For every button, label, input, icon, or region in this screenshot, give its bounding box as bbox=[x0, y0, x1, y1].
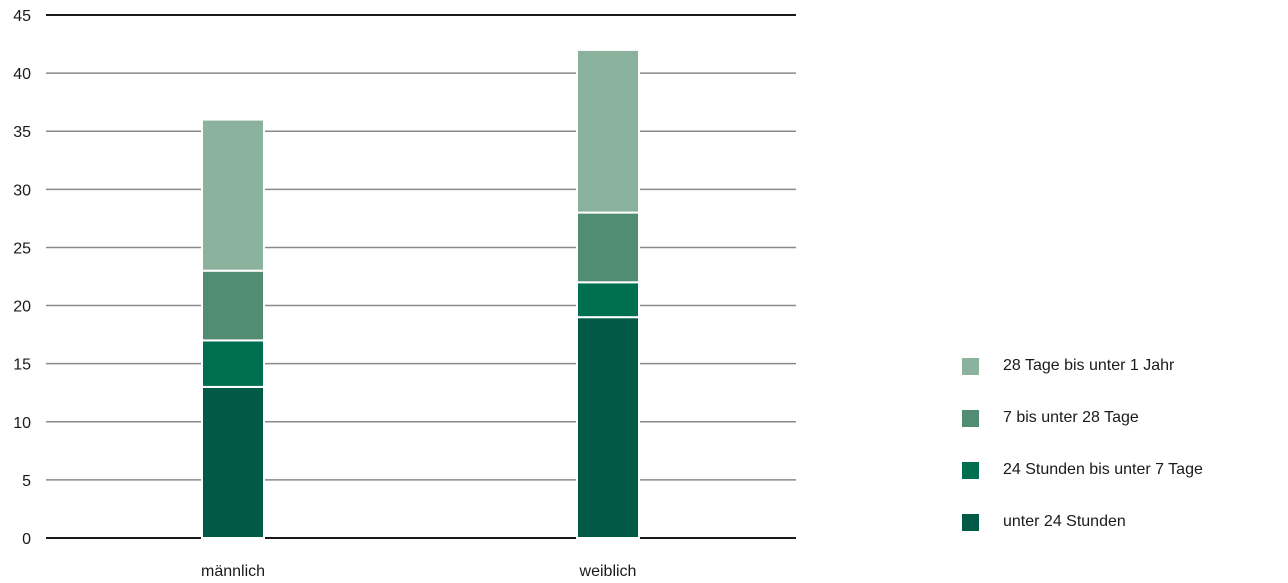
bar-segment bbox=[201, 385, 265, 539]
y-tick-label: 5 bbox=[22, 473, 31, 490]
legend-item: 28 Tage bis unter 1 Jahr bbox=[962, 356, 1174, 376]
legend-item: unter 24 Stunden bbox=[962, 512, 1126, 532]
legend-item: 24 Stunden bis unter 7 Tage bbox=[962, 460, 1203, 480]
y-tick-label: 25 bbox=[13, 240, 31, 257]
bar-segment bbox=[201, 118, 265, 272]
y-tick-label: 20 bbox=[13, 299, 31, 316]
legend-label: 7 bis unter 28 Tage bbox=[1003, 409, 1139, 426]
bar-segment bbox=[576, 281, 640, 319]
legend-label: unter 24 Stunden bbox=[1003, 513, 1126, 530]
y-tick-label: 40 bbox=[13, 66, 31, 83]
x-category-label: männlich bbox=[201, 563, 265, 580]
x-category-label: weiblich bbox=[579, 563, 637, 580]
legend-swatch bbox=[962, 461, 979, 479]
bar-segment bbox=[576, 316, 640, 539]
y-tick-label: 15 bbox=[13, 357, 31, 374]
y-tick-label: 30 bbox=[13, 182, 31, 199]
bar-segment bbox=[201, 339, 265, 388]
bar-segment bbox=[201, 269, 265, 342]
y-tick-label: 0 bbox=[22, 531, 31, 548]
legend-label: 24 Stunden bis unter 7 Tage bbox=[1003, 461, 1203, 478]
y-tick-label: 45 bbox=[13, 8, 31, 25]
x-axis-ticks: männlich weiblich bbox=[201, 563, 636, 580]
y-axis-ticks: 0 5 10 15 20 25 30 35 40 45 bbox=[13, 8, 31, 548]
legend-swatch bbox=[962, 409, 979, 427]
legend-item: 7 bis unter 28 Tage bbox=[962, 408, 1139, 428]
bar-segment bbox=[576, 211, 640, 284]
bars bbox=[201, 48, 640, 539]
grid-lines bbox=[46, 14, 796, 539]
legend-swatch bbox=[962, 513, 979, 531]
legend-label: 28 Tage bis unter 1 Jahr bbox=[1003, 357, 1175, 374]
y-tick-label: 10 bbox=[13, 415, 31, 432]
bar-segment bbox=[576, 48, 640, 214]
y-tick-label: 35 bbox=[13, 124, 31, 141]
legend-swatch bbox=[962, 357, 979, 375]
